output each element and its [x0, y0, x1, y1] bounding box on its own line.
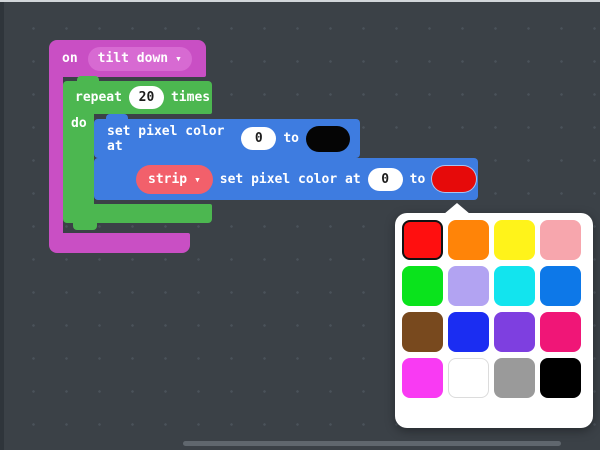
- horizontal-scrollbar[interactable]: [183, 441, 561, 446]
- color-swatch-black[interactable]: [540, 358, 581, 398]
- color-swatch-cyan[interactable]: [494, 266, 535, 306]
- block-set-pixel-color-2[interactable]: strip ▾ set pixel color at 0 to: [94, 158, 478, 200]
- set-pixel-label: set pixel color at: [107, 123, 225, 154]
- color-picker-caret: [444, 203, 470, 214]
- repeat-block-connector: [77, 76, 99, 82]
- tilt-direction-dropdown[interactable]: tilt down ▾: [87, 46, 192, 71]
- set-pixel-1-connector: [106, 114, 128, 120]
- strip-variable-value: strip: [148, 171, 188, 187]
- color-value-field-red[interactable]: [432, 166, 477, 192]
- block-on-tilt-down[interactable]: on tilt down ▾: [49, 40, 206, 77]
- color-swatch-blue[interactable]: [448, 312, 489, 352]
- block-repeat-spine: [63, 114, 94, 204]
- repeat-block-bottom-connector: [73, 223, 97, 230]
- block-on-tilt-down-footer: [49, 233, 190, 253]
- color-grid: [402, 220, 581, 398]
- repeat-label: repeat: [75, 90, 122, 105]
- to-label: to: [409, 171, 426, 187]
- color-swatch-orange[interactable]: [448, 220, 489, 260]
- set-pixel-label: set pixel color at: [219, 171, 361, 187]
- color-swatch-green[interactable]: [402, 266, 443, 306]
- color-swatch-white[interactable]: [448, 358, 489, 398]
- block-repeat[interactable]: repeat 20 times: [63, 81, 212, 114]
- pixel-index-field[interactable]: 0: [241, 127, 277, 150]
- times-label: times: [170, 90, 211, 105]
- strip-variable-dropdown[interactable]: strip ▾: [136, 164, 213, 194]
- color-swatch-violet[interactable]: [494, 312, 535, 352]
- color-swatch-yellow[interactable]: [494, 220, 535, 260]
- block-on-tilt-down-spine: [49, 77, 63, 233]
- color-swatch-gray[interactable]: [494, 358, 535, 398]
- color-swatch-lavender[interactable]: [448, 266, 489, 306]
- block-repeat-footer: [63, 204, 212, 223]
- color-swatch-salmon-pink[interactable]: [540, 220, 581, 260]
- tilt-direction-value: tilt down: [97, 51, 169, 66]
- canvas-top-border: [0, 0, 600, 2]
- repeat-count-field[interactable]: 20: [128, 86, 164, 109]
- color-swatch-azure-blue[interactable]: [540, 266, 581, 306]
- to-label: to: [283, 131, 299, 146]
- on-label: on: [62, 51, 78, 66]
- chevron-down-icon: ▾: [194, 172, 201, 186]
- canvas-left-border: [0, 2, 4, 450]
- color-swatch-magenta[interactable]: [402, 358, 443, 398]
- color-value-field-black[interactable]: [306, 125, 350, 152]
- pixel-index-field[interactable]: 0: [367, 167, 403, 191]
- block-set-pixel-color-1[interactable]: set pixel color at 0 to: [94, 119, 360, 158]
- color-swatch-brown[interactable]: [402, 312, 443, 352]
- do-label: do: [71, 116, 87, 131]
- color-swatch-rose[interactable]: [540, 312, 581, 352]
- color-swatch-red[interactable]: [402, 220, 443, 260]
- chevron-down-icon: ▾: [175, 52, 182, 65]
